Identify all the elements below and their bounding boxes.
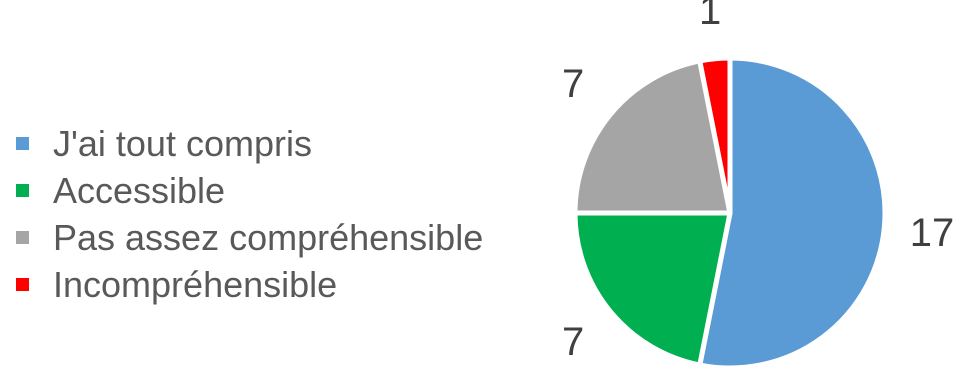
data-label-j-ai-tout-compris: 17 — [910, 211, 954, 255]
legend-swatch-incomprehensible — [16, 278, 29, 291]
pie-slice-accessible — [572, 210, 733, 368]
legend-label-incomprehensible: Incompréhensible — [53, 264, 337, 305]
legend-label-accessible: Accessible — [53, 170, 225, 211]
pie-slice-incomprehensible — [697, 55, 733, 216]
pie-slice-pas-assez-comprehensible — [572, 58, 733, 216]
legend-swatch-accessible — [16, 184, 29, 197]
pie-slices — [572, 55, 888, 368]
legend-label-j-ai-tout-compris: J'ai tout compris — [53, 123, 312, 164]
legend-label-pas-assez-comprehensible: Pas assez compréhensible — [53, 217, 483, 258]
legend-swatch-pas-assez-comprehensible — [16, 231, 29, 244]
data-label-accessible: 7 — [562, 320, 584, 364]
data-label-incomprehensible: 1 — [699, 0, 721, 33]
data-label-pas-assez-comprehensible: 7 — [562, 62, 584, 106]
legend: J'ai tout compris Accessible Pas assez com… — [16, 123, 483, 305]
data-labels: 17 7 7 1 — [562, 0, 954, 364]
legend-swatch-j-ai-tout-compris — [16, 137, 29, 150]
pie-slice-j-ai-tout-compris — [697, 55, 888, 368]
